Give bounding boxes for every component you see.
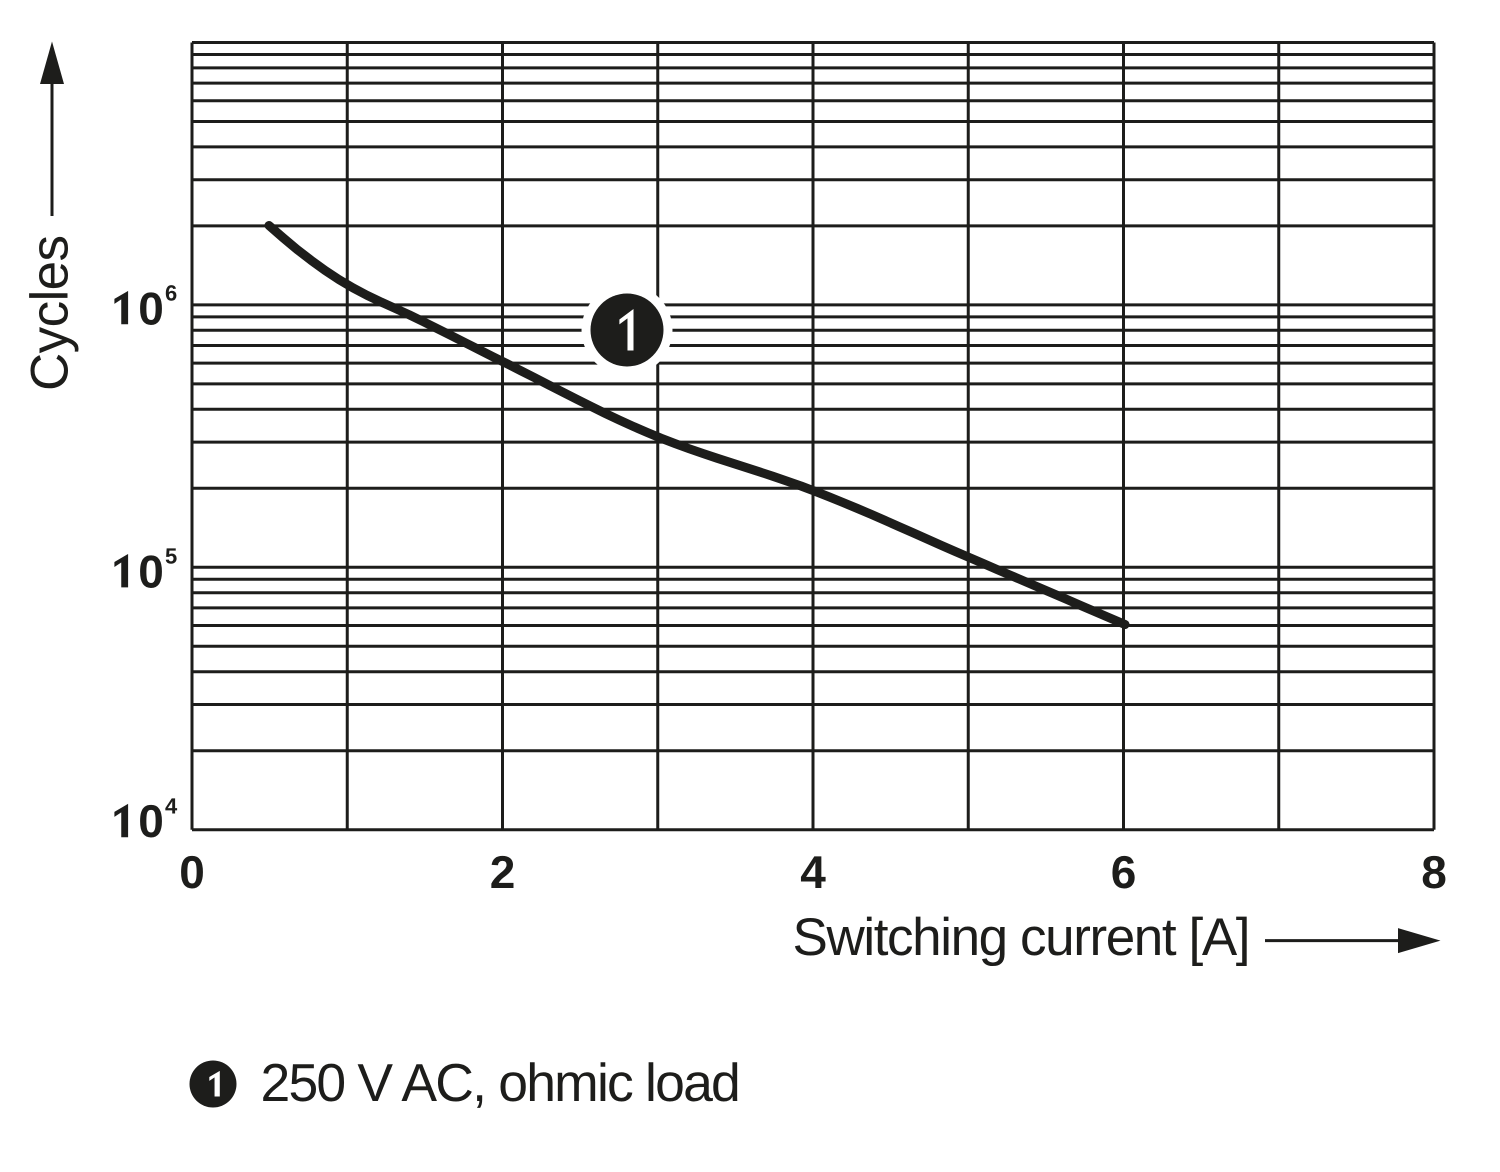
svg-text:250 V AC, ohmic load: 250 V AC, ohmic load [261, 1054, 740, 1113]
svg-text:6: 6 [165, 280, 177, 305]
svg-text:Switching current [A]: Switching current [A] [793, 908, 1250, 967]
svg-text:0: 0 [179, 846, 205, 898]
svg-text:4: 4 [800, 846, 826, 898]
svg-text:0: 0 [138, 545, 164, 597]
svg-text:8: 8 [1421, 846, 1447, 898]
svg-text:2: 2 [490, 846, 516, 898]
svg-text:0: 0 [138, 795, 164, 847]
svg-text:6: 6 [1111, 846, 1137, 898]
svg-text:5: 5 [165, 544, 177, 569]
svg-text:4: 4 [165, 793, 178, 818]
svg-text:Cycles: Cycles [20, 236, 79, 391]
svg-text:0: 0 [138, 282, 164, 334]
